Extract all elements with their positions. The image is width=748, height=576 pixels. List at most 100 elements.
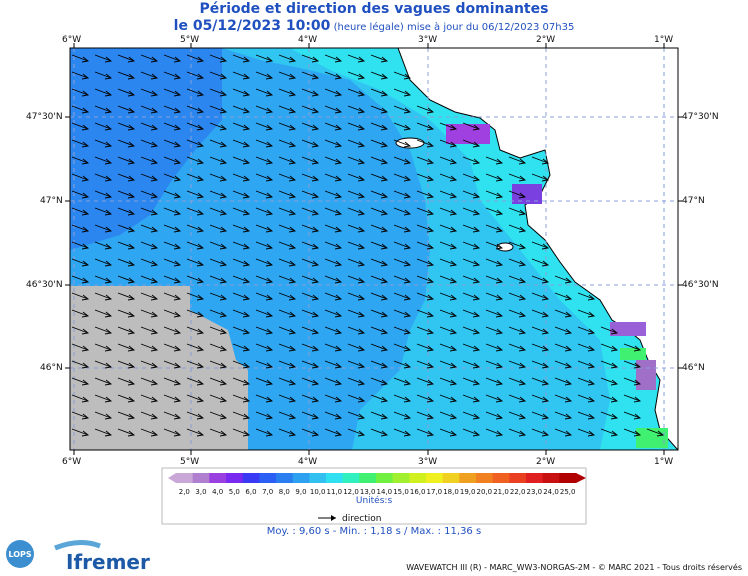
direction-arrow [531, 241, 550, 250]
direction-arrow [117, 241, 136, 250]
direction-arrow [278, 122, 297, 131]
direction-arrow [531, 173, 550, 182]
direction-arrow [71, 377, 90, 386]
direction-arrow [163, 173, 182, 182]
legend-swatch [409, 473, 427, 483]
direction-arrow [255, 88, 274, 97]
direction-arrow [370, 139, 389, 148]
lat-label-right: 46°N [682, 363, 705, 373]
direction-arrow [347, 411, 366, 420]
direction-arrow [600, 343, 619, 352]
direction-arrow [416, 139, 435, 148]
legend-value: 16,0 [410, 488, 426, 496]
direction-arrow [278, 343, 297, 352]
direction-arrow [324, 258, 343, 267]
direction-arrow [163, 241, 182, 250]
direction-arrow [71, 190, 90, 199]
legend-swatch [326, 473, 344, 483]
direction-arrow [209, 224, 228, 233]
direction-arrow [370, 88, 389, 97]
direction-arrow [508, 190, 527, 199]
direction-arrow [462, 326, 481, 335]
direction-arrow [370, 224, 389, 233]
direction-arrow [209, 360, 228, 369]
direction-arrow [485, 411, 504, 420]
direction-arrow [600, 394, 619, 403]
direction-arrow [163, 105, 182, 114]
direction-arrow [324, 292, 343, 301]
direction-arrow [416, 241, 435, 250]
direction-arrow [71, 241, 90, 250]
direction-arrow [347, 105, 366, 114]
direction-arrow [347, 88, 366, 97]
legend-value: 6,0 [245, 488, 256, 496]
direction-arrow [393, 258, 412, 267]
legend-swatch [276, 473, 294, 483]
direction-arrow [232, 343, 251, 352]
direction-arrow [163, 258, 182, 267]
estuary-patch-re [610, 322, 646, 336]
lon-label-bottom: 4°W [298, 457, 318, 467]
direction-arrow [416, 173, 435, 182]
direction-arrow [186, 241, 205, 250]
direction-arrow [416, 105, 435, 114]
direction-arrow [117, 428, 136, 437]
direction-arrow [255, 428, 274, 437]
lat-label-left: 46°30'N [26, 280, 63, 290]
direction-arrow [140, 71, 159, 80]
direction-arrow [531, 428, 550, 437]
direction-arrow [186, 122, 205, 131]
direction-arrow [393, 309, 412, 318]
direction-arrow [232, 139, 251, 148]
direction-arrow [209, 292, 228, 301]
direction-arrow [209, 241, 228, 250]
direction-arrow [278, 411, 297, 420]
direction-arrow [232, 122, 251, 131]
direction-arrow [163, 207, 182, 216]
green-patch-1 [620, 348, 646, 360]
direction-arrow [209, 156, 228, 165]
direction-arrow [94, 258, 113, 267]
direction-arrow [117, 292, 136, 301]
direction-arrow [324, 343, 343, 352]
direction-arrow [416, 258, 435, 267]
direction-arrow [117, 275, 136, 284]
direction-arrow [370, 343, 389, 352]
direction-arrow [71, 156, 90, 165]
direction-arrow [439, 156, 458, 165]
direction-arrow [186, 207, 205, 216]
direction-arrow [186, 105, 205, 114]
legend-value: 18,0 [443, 488, 459, 496]
direction-arrow [163, 292, 182, 301]
legend-swatch [559, 473, 577, 483]
direction-arrow [140, 173, 159, 182]
direction-arrow [163, 122, 182, 131]
direction-arrow [554, 360, 573, 369]
direction-arrow [117, 224, 136, 233]
direction-arrow [186, 309, 205, 318]
direction-arrow [232, 105, 251, 114]
direction-arrow [324, 139, 343, 148]
direction-arrow [255, 71, 274, 80]
direction-arrow [485, 156, 504, 165]
direction-arrow [186, 360, 205, 369]
direction-arrow [278, 224, 297, 233]
direction-arrow [462, 156, 481, 165]
direction-arrow [416, 275, 435, 284]
direction-arrow [117, 258, 136, 267]
direction-arrow [531, 377, 550, 386]
direction-arrow [255, 190, 274, 199]
direction-arrow [140, 411, 159, 420]
direction-arrow [439, 360, 458, 369]
direction-arrow [255, 275, 274, 284]
direction-arrow [485, 309, 504, 318]
direction-arrow [301, 275, 320, 284]
island-belle-ile [395, 137, 425, 149]
direction-arrow [186, 377, 205, 386]
direction-arrow [278, 292, 297, 301]
lon-label-top: 5°W [180, 35, 200, 45]
direction-arrow [370, 122, 389, 131]
direction-arrow [393, 275, 412, 284]
direction-arrow [94, 54, 113, 63]
direction-arrow [554, 394, 573, 403]
